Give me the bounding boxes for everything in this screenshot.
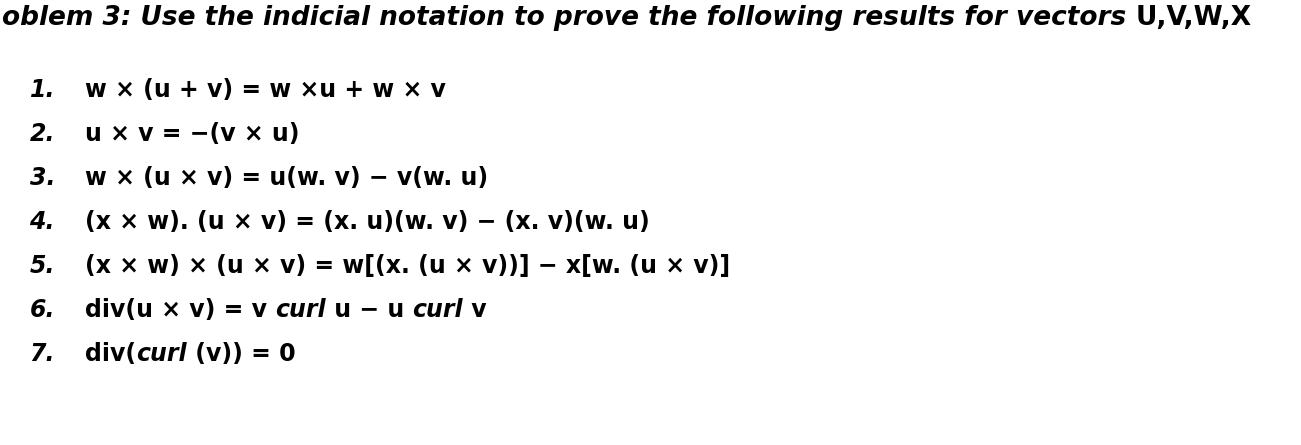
Text: (x × w). (u × v) = (x. u)(w. v) − (x. v)(w. u): (x × w). (u × v) = (x. u)(w. v) − (x. v)…	[85, 210, 649, 234]
Text: (x × w) × (u × v) = w[(x. (u × v))] − x[w. (u × v)]: (x × w) × (u × v) = w[(x. (u × v))] − x[…	[85, 254, 730, 278]
Text: v: v	[463, 298, 487, 322]
Text: u − u: u − u	[325, 298, 412, 322]
Text: 5.: 5.	[30, 254, 55, 278]
Text: 7.: 7.	[30, 342, 55, 366]
Text: 4.: 4.	[30, 210, 55, 234]
Text: w × (u × v) = u(w. v) − v(w. u): w × (u × v) = u(w. v) − v(w. u)	[85, 166, 488, 190]
Text: div(: div(	[85, 342, 137, 366]
Text: U,V,W,X: U,V,W,X	[1136, 5, 1252, 31]
Text: w × (u + v) = w ×u + w × v: w × (u + v) = w ×u + w × v	[85, 78, 446, 102]
Text: curl: curl	[412, 298, 463, 322]
Text: curl: curl	[276, 298, 325, 322]
Text: div(u × v) = v: div(u × v) = v	[85, 298, 276, 322]
Text: oblem 3: Use the indicial notation to prove the following results for vectors: oblem 3: Use the indicial notation to pr…	[3, 5, 1136, 31]
Text: (v)) = 0: (v)) = 0	[187, 342, 295, 366]
Text: 1.: 1.	[30, 78, 55, 102]
Text: 3.: 3.	[30, 166, 55, 190]
Text: curl: curl	[137, 342, 187, 366]
Text: 2.: 2.	[30, 122, 55, 146]
Text: u × v = −(v × u): u × v = −(v × u)	[85, 122, 299, 146]
Text: 6.: 6.	[30, 298, 55, 322]
